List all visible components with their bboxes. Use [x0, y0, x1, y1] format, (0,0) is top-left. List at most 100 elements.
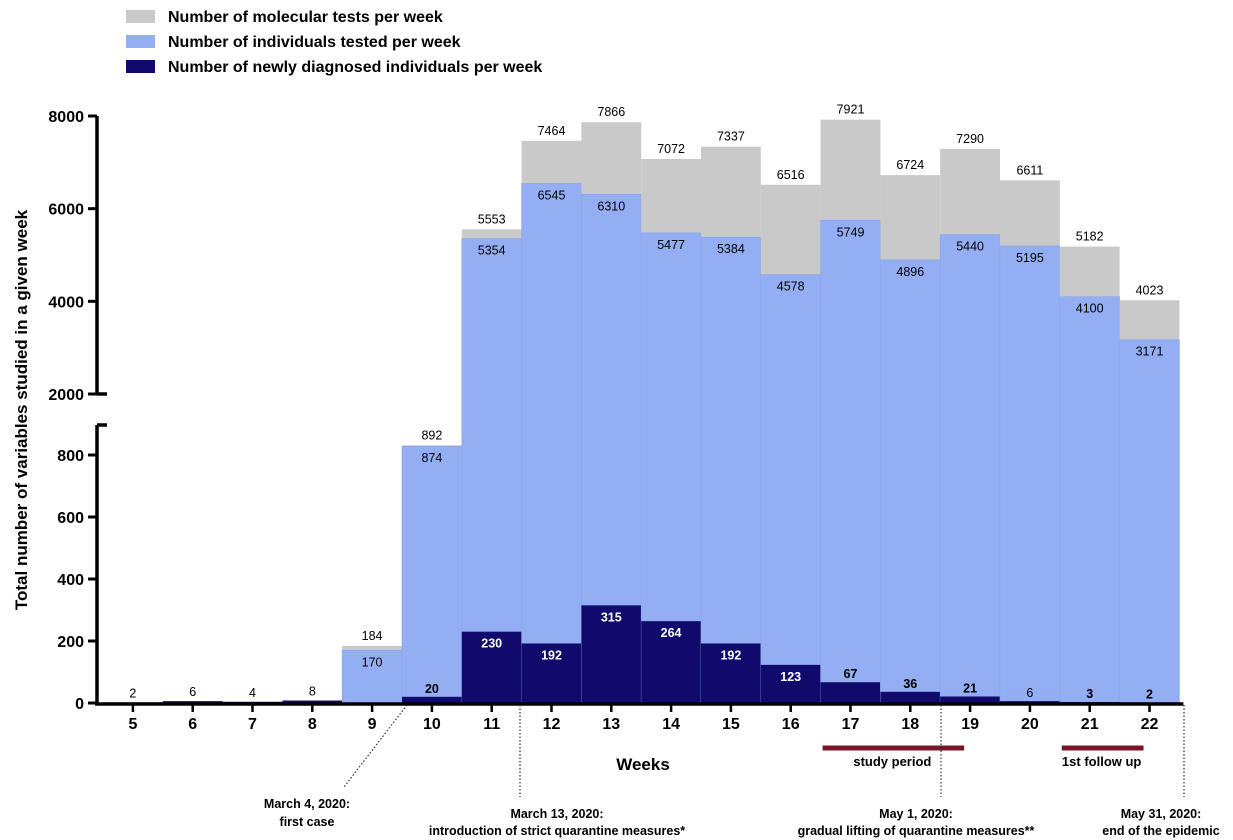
x-axis-title: Weeks — [616, 755, 670, 774]
y-tick-label-200: 200 — [57, 634, 84, 651]
bar-diagnosed-week-6 — [162, 701, 223, 703]
label-individuals-week-15: 5384 — [717, 242, 745, 256]
label-tests-week-16: 6516 — [777, 168, 805, 182]
bar-individuals-week-20 — [999, 245, 1061, 704]
label-diagnosed-week-8: 8 — [309, 685, 316, 699]
x-tick-label-16: 16 — [782, 716, 800, 733]
label-diagnosed-week-11: 230 — [481, 637, 502, 651]
x-tick-label-20: 20 — [1021, 716, 1039, 733]
x-tick-label-12: 12 — [543, 716, 561, 733]
label-individuals-week-21: 4100 — [1076, 302, 1104, 316]
y-tick-label-800: 800 — [57, 448, 84, 465]
annotation-date-0: March 4, 2020: — [264, 797, 350, 811]
bar-diagnosed-week-13 — [581, 605, 642, 703]
label-diagnosed-week-14: 264 — [661, 626, 682, 640]
x-tick-label-22: 22 — [1141, 716, 1159, 733]
label-individuals-week-18: 4896 — [896, 265, 924, 279]
label-tests-week-14: 7072 — [657, 142, 685, 156]
bar-diagnosed-week-10 — [402, 696, 462, 703]
bar-diagnosed-week-16 — [760, 664, 821, 703]
annotation-desc-2: gradual lifting of quarantine measures** — [798, 824, 1035, 838]
legend: Number of molecular tests per week Number… — [126, 9, 542, 76]
bar-diagnosed-week-20 — [1000, 701, 1060, 703]
label-individuals-week-13: 6310 — [597, 199, 625, 213]
label-diagnosed-week-17: 67 — [844, 667, 858, 681]
x-tick-label-9: 9 — [368, 716, 377, 733]
label-diagnosed-week-18: 36 — [903, 677, 917, 691]
annotation-date-3: May 31, 2020: — [1121, 807, 1202, 821]
bar-individuals-week-11 — [461, 238, 522, 704]
legend-swatch-diagnosed — [126, 60, 155, 73]
label-individuals-week-17: 5749 — [837, 225, 865, 239]
label-tests-week-22: 4023 — [1136, 283, 1164, 297]
label-diagnosed-week-6: 6 — [189, 685, 196, 699]
bar-individuals-week-21 — [1059, 296, 1120, 704]
label-diagnosed-week-21: 3 — [1086, 687, 1093, 701]
x-tick-label-11: 11 — [483, 716, 500, 733]
y-tick-label-6000: 6000 — [48, 202, 84, 219]
x-tick-label-5: 5 — [128, 716, 137, 733]
x-tick-label-8: 8 — [308, 716, 317, 733]
bar-individuals-week-16 — [760, 274, 821, 704]
label-tests-week-17: 7921 — [837, 103, 865, 117]
x-tick-label-17: 17 — [842, 716, 860, 733]
label-diagnosed-week-5: 2 — [129, 686, 136, 700]
label-diagnosed-week-15: 192 — [720, 648, 741, 662]
label-individuals-week-22: 3171 — [1136, 345, 1164, 359]
x-tick-label-18: 18 — [901, 716, 919, 733]
annotation-date-1: March 13, 2020: — [510, 807, 603, 821]
label-individuals-week-12: 6545 — [538, 188, 566, 202]
y-axis-title: Total number of variables studied in a g… — [12, 209, 31, 610]
annotation-desc-0: first case — [280, 815, 335, 829]
annotation-desc-3: end of the epidemic — [1102, 824, 1219, 838]
x-tick-label-7: 7 — [248, 716, 257, 733]
label-diagnosed-week-16: 123 — [780, 670, 801, 684]
label-individuals-week-14: 5477 — [657, 238, 685, 252]
legend-label-tests: Number of molecular tests per week — [168, 9, 443, 26]
label-individuals-week-20: 5195 — [1016, 251, 1044, 265]
label-diagnosed-week-22: 2 — [1146, 687, 1153, 701]
y-tick-label-2000: 2000 — [48, 387, 84, 404]
x-tick-label-10: 10 — [423, 716, 441, 733]
bar-diagnosed-week-8 — [282, 700, 343, 703]
y-tick-label-8000: 8000 — [48, 109, 84, 126]
y-tick-label-4000: 4000 — [48, 294, 84, 311]
y-tick-label-400: 400 — [57, 572, 84, 589]
label-tests-week-11: 5553 — [478, 212, 506, 226]
y-tick-label-600: 600 — [57, 510, 84, 527]
legend-swatch-tests — [126, 10, 155, 23]
label-diagnosed-week-20: 6 — [1026, 686, 1033, 700]
bar-diagnosed-week-11 — [461, 631, 522, 703]
label-individuals-week-16: 4578 — [777, 280, 805, 294]
y-tick-label-0: 0 — [75, 696, 84, 713]
bar-diagnosed-week-18 — [880, 691, 941, 703]
label-tests-week-15: 7337 — [717, 130, 745, 144]
bar-individuals-week-22 — [1119, 339, 1180, 704]
bar-individuals-week-18 — [880, 259, 941, 704]
bar-individuals-week-12 — [521, 183, 582, 704]
label-diagnosed-week-7: 4 — [249, 686, 256, 700]
label-individuals-week-9: 170 — [362, 655, 383, 669]
label-diagnosed-week-10: 20 — [425, 682, 439, 696]
bar-diagnosed-week-19 — [940, 696, 1000, 703]
x-tick-label-13: 13 — [602, 716, 620, 733]
bar-individuals-week-17 — [820, 219, 881, 704]
annotations: study period 1st follow up March 4, 2020: f… — [264, 704, 1220, 838]
label-individuals-week-11: 5354 — [478, 244, 506, 258]
label-diagnosed-week-12: 192 — [541, 648, 562, 662]
annotation-date-2: May 1, 2020: — [879, 807, 953, 821]
x-tick-label-14: 14 — [662, 716, 680, 733]
bar-individuals-week-10 — [401, 445, 463, 704]
x-tick-label-6: 6 — [188, 716, 197, 733]
label-diagnosed-week-13: 315 — [601, 610, 622, 624]
label-tests-week-9: 184 — [362, 629, 383, 643]
bar-diagnosed-week-14 — [641, 621, 701, 703]
bars — [103, 119, 1180, 704]
label-individuals-week-10: 874 — [421, 451, 442, 465]
bar-diagnosed-week-17 — [820, 682, 881, 703]
legend-label-individuals: Number of individuals tested per week — [168, 34, 461, 51]
label-tests-week-13: 7866 — [597, 105, 625, 119]
x-tick-label-19: 19 — [961, 716, 979, 733]
period-label-1: 1st follow up — [1062, 754, 1142, 769]
